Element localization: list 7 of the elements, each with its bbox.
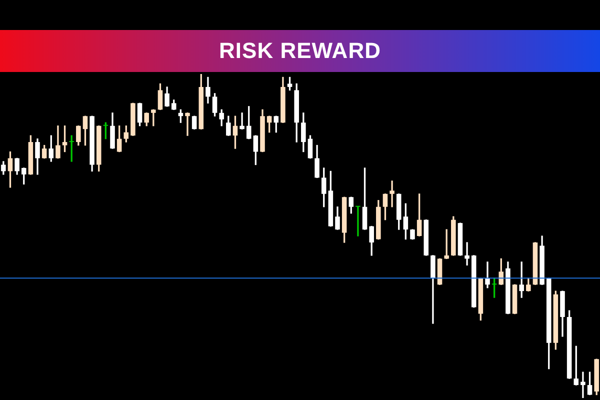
candlestick (356, 206, 360, 236)
candlestick (390, 180, 394, 208)
candlestick (240, 112, 244, 130)
candlestick (464, 242, 470, 266)
chart-title: RISK REWARD (219, 38, 381, 64)
candlestick (185, 112, 190, 136)
candlestick (580, 372, 586, 398)
